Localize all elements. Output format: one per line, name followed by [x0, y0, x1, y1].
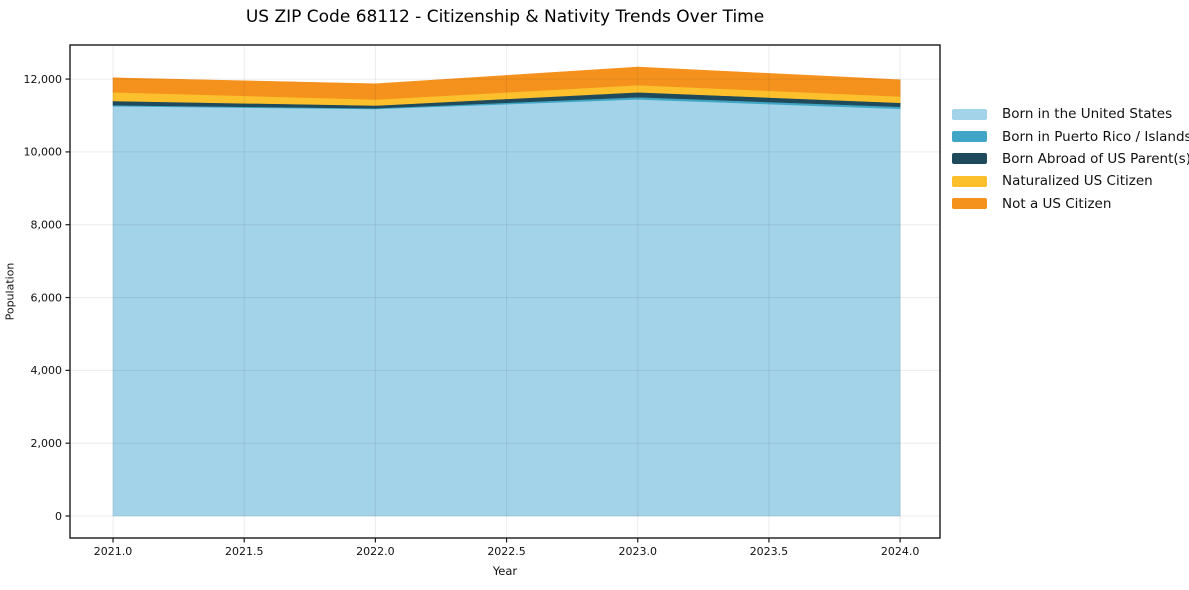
- legend-label: Born in the United States: [1002, 106, 1173, 123]
- chart-title: US ZIP Code 68112 - Citizenship & Nativi…: [245, 7, 765, 27]
- legend-item: Born in Puerto Rico / Islands: [952, 125, 1189, 147]
- x-tick-label: 2021.0: [94, 545, 133, 558]
- y-axis-label: Population: [3, 262, 17, 321]
- x-tick-label: 2021.5: [225, 545, 264, 558]
- y-tick-label: 6,000: [31, 291, 63, 304]
- legend-swatch-icon: [952, 131, 987, 143]
- legend-swatch-icon: [952, 198, 987, 210]
- area-series-5: [112, 66, 901, 100]
- y-tick-label: 12,000: [24, 73, 63, 86]
- y-tick-label: 2,000: [31, 437, 63, 450]
- legend-item: Naturalized US Citizen: [952, 170, 1189, 192]
- x-tick-label: 2022.0: [356, 545, 395, 558]
- legend-swatch-icon: [952, 175, 987, 187]
- x-axis-label: Year: [492, 564, 518, 578]
- legend-label: Naturalized US Citizen: [1002, 173, 1153, 190]
- y-tick-label: 8,000: [31, 219, 63, 232]
- legend-label: Born in Puerto Rico / Islands: [1002, 128, 1189, 145]
- legend-label: Not a US Citizen: [1002, 195, 1112, 212]
- legend: Born in the United States Born in Puerto …: [952, 103, 1189, 215]
- x-tick-label: 2022.5: [487, 545, 526, 558]
- y-tick-label: 0: [55, 510, 62, 523]
- legend-item: Born in the United States: [952, 103, 1189, 125]
- y-tick-label: 10,000: [24, 146, 63, 159]
- legend-item: Not a US Citizen: [952, 193, 1189, 215]
- legend-swatch-icon: [952, 153, 987, 165]
- x-tick-label: 2024.0: [881, 545, 920, 558]
- axes-box: [69, 44, 941, 539]
- x-tick-label: 2023.0: [619, 545, 658, 558]
- y-tick-label: 4,000: [31, 364, 63, 377]
- legend-item: Born Abroad of US Parent(s): [952, 148, 1189, 170]
- legend-swatch-icon: [952, 108, 987, 120]
- legend-label: Born Abroad of US Parent(s): [1002, 150, 1189, 167]
- x-tick-label: 2023.5: [750, 545, 789, 558]
